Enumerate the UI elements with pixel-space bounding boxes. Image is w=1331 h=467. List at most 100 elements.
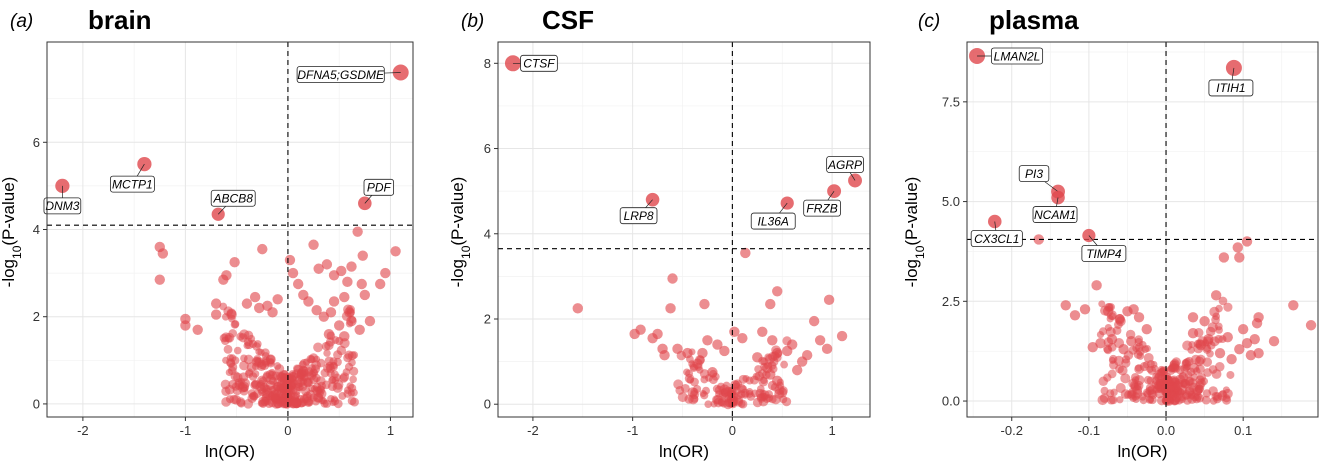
data-point bbox=[308, 239, 319, 250]
data-point bbox=[1169, 359, 1180, 369]
gene-label-box bbox=[991, 47, 1044, 65]
data-point bbox=[273, 362, 282, 370]
data-point bbox=[765, 298, 776, 310]
panel-letter: (b) bbox=[461, 11, 484, 32]
data-point bbox=[767, 335, 778, 346]
data-point bbox=[336, 265, 347, 277]
y-tick-label: 0.0 bbox=[942, 394, 960, 409]
gene-label-box bbox=[109, 175, 155, 193]
data-point bbox=[296, 377, 306, 388]
data-point bbox=[321, 341, 331, 351]
data-point bbox=[327, 381, 337, 392]
data-point bbox=[1195, 339, 1206, 351]
data-point bbox=[754, 365, 763, 374]
x-tick-label: -1 bbox=[627, 423, 639, 438]
highlighted-point bbox=[987, 214, 1002, 229]
data-point bbox=[1251, 318, 1263, 329]
data-point bbox=[682, 347, 693, 359]
data-point bbox=[1118, 343, 1129, 355]
y-tick-label: 6 bbox=[33, 135, 40, 150]
data-point bbox=[347, 383, 357, 393]
y-tick-label: 2.5 bbox=[942, 294, 960, 309]
data-point bbox=[304, 378, 313, 387]
data-point bbox=[712, 339, 723, 350]
data-point bbox=[739, 385, 748, 394]
data-point bbox=[233, 346, 242, 355]
data-point bbox=[240, 354, 248, 362]
data-point bbox=[791, 364, 803, 376]
data-point bbox=[357, 250, 368, 261]
data-point bbox=[210, 298, 222, 309]
x-tick-label: 0 bbox=[729, 423, 736, 438]
data-point bbox=[237, 377, 245, 385]
data-point bbox=[229, 394, 239, 405]
data-point bbox=[667, 273, 678, 284]
data-point bbox=[769, 357, 779, 367]
data-point bbox=[1218, 252, 1230, 263]
data-point bbox=[1116, 396, 1124, 404]
gene-label-box bbox=[1081, 245, 1127, 262]
data-point bbox=[243, 337, 253, 347]
data-point bbox=[350, 397, 359, 407]
data-point bbox=[318, 311, 330, 322]
gene-label-box bbox=[1208, 79, 1254, 97]
data-point bbox=[157, 248, 169, 259]
data-point bbox=[1060, 300, 1071, 311]
x-tick-label: 0.0 bbox=[1157, 423, 1175, 438]
data-point bbox=[1148, 395, 1157, 405]
data-point bbox=[1098, 300, 1106, 308]
data-point bbox=[344, 307, 355, 318]
data-point bbox=[720, 400, 728, 408]
data-point bbox=[1184, 370, 1193, 379]
data-point bbox=[1147, 385, 1157, 395]
data-point bbox=[672, 343, 683, 355]
panel-letter: (a) bbox=[10, 11, 33, 32]
data-point bbox=[1245, 349, 1257, 361]
data-point bbox=[740, 247, 751, 259]
data-point bbox=[333, 399, 343, 409]
data-point bbox=[1234, 252, 1245, 263]
data-point bbox=[1127, 390, 1136, 399]
data-point bbox=[356, 278, 367, 290]
data-point bbox=[772, 375, 783, 386]
data-point bbox=[686, 376, 694, 384]
data-point bbox=[257, 348, 265, 357]
plot-border bbox=[46, 41, 414, 418]
y-tick-label: 6 bbox=[484, 141, 491, 156]
gene-label: IL36A bbox=[758, 214, 789, 228]
data-point bbox=[302, 393, 312, 404]
data-point bbox=[1187, 346, 1195, 354]
data-point bbox=[259, 382, 269, 392]
gene-label-box bbox=[296, 66, 385, 83]
y-axis-label: -log10(P-value) bbox=[0, 177, 24, 288]
data-point bbox=[342, 276, 353, 288]
gene-label: LMAN2L bbox=[994, 49, 1041, 63]
data-point bbox=[1211, 369, 1222, 379]
data-point bbox=[1133, 312, 1145, 323]
gene-label: FRZB bbox=[806, 201, 837, 215]
data-point bbox=[1152, 372, 1160, 381]
data-point bbox=[1112, 326, 1122, 335]
data-point bbox=[364, 315, 376, 327]
data-point bbox=[745, 376, 754, 385]
data-point bbox=[333, 350, 343, 360]
data-point bbox=[1159, 378, 1167, 386]
x-axis-label: ln(OR) bbox=[1117, 442, 1167, 461]
data-point bbox=[836, 330, 848, 342]
gene-label-box bbox=[210, 189, 256, 207]
data-point bbox=[1241, 337, 1253, 349]
data-point bbox=[374, 278, 386, 290]
data-point bbox=[1209, 306, 1220, 317]
data-point bbox=[1143, 352, 1154, 363]
data-point bbox=[1104, 323, 1113, 332]
gene-label-box bbox=[803, 199, 841, 217]
gene-label-box bbox=[970, 230, 1023, 247]
y-tick-label: 0 bbox=[484, 397, 491, 412]
data-point bbox=[311, 304, 322, 316]
data-point bbox=[1139, 362, 1149, 372]
data-point bbox=[647, 332, 658, 344]
y-tick-label: 2 bbox=[33, 309, 40, 324]
data-point bbox=[702, 335, 713, 346]
data-point bbox=[316, 358, 326, 368]
data-point bbox=[313, 342, 323, 353]
